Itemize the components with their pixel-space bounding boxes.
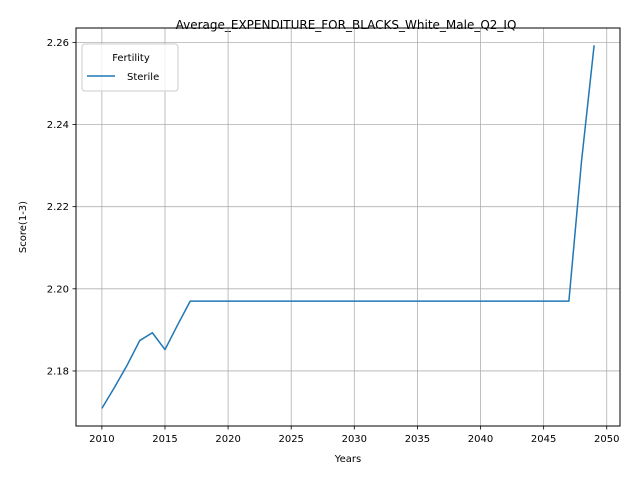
x-tick-label: 2035 [405,434,430,445]
x-axis-ticks: 2010 2015 2020 2025 2030 2035 2040 2045 2050 [89,426,619,445]
x-tick-label: 2050 [594,434,619,445]
x-tick-label: 2020 [215,434,240,445]
x-tick-label: 2010 [89,434,114,445]
y-axis-label: Score(1-3) [18,201,29,253]
series-line-sterile [101,45,595,409]
x-tick-label: 2045 [531,434,556,445]
y-axis-ticks: 2.18 2.20 2.22 2.24 2.26 [47,38,76,377]
grid-lines [76,28,620,426]
chart-title: Average_EXPENDITURE_FOR_BLACKS_White_Mal… [176,18,517,32]
legend: Fertility Sterile [81,43,179,92]
y-tick-label: 2.24 [47,120,69,131]
legend-box [81,43,179,92]
y-tick-label: 2.18 [47,366,69,377]
y-tick-label: 2.20 [47,284,69,295]
series-layer [101,45,595,409]
x-tick-label: 2025 [278,434,303,445]
legend-title: Fertility [112,53,150,64]
x-axis-label: Years [334,454,361,465]
x-tick-label: 2015 [152,434,177,445]
y-tick-label: 2.22 [47,202,69,213]
x-tick-label: 2040 [468,434,493,445]
y-tick-label: 2.26 [47,38,69,49]
plot-frame [75,27,621,427]
x-tick-label: 2030 [342,434,367,445]
legend-entry-sterile: Sterile [127,72,159,83]
